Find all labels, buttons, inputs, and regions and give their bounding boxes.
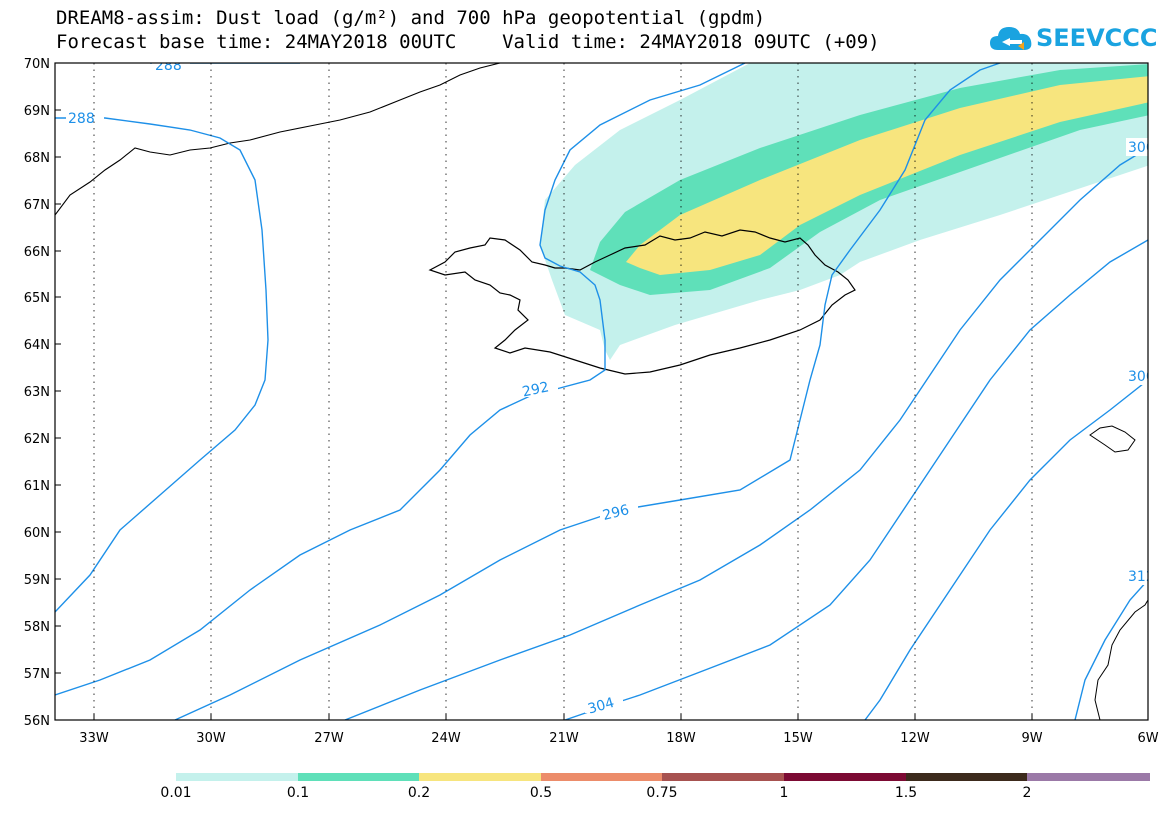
contour-308 [864, 379, 1148, 720]
colorbar-swatch-5 [662, 773, 784, 781]
seevccc-logo: SEEVCCC [988, 18, 1158, 58]
colorbar-label-0.75: 0.75 [646, 785, 678, 801]
lat-label-59n: 59N [24, 573, 50, 588]
lat-label-67n: 67N [24, 198, 50, 213]
contour-296 [174, 63, 1001, 720]
colorbar-swatch-1 [176, 773, 298, 781]
contour-312 [1074, 579, 1148, 720]
lat-label-63n: 63N [24, 385, 50, 400]
greenland-coastline [55, 63, 501, 216]
contour-292 [55, 63, 746, 696]
lon-label-30w: 30W [196, 731, 226, 746]
contour-300 [344, 147, 1148, 720]
iceland-coastline [428, 229, 856, 375]
colorbar-swatch-8 [1027, 773, 1150, 781]
contour-label-304: 304 [586, 695, 616, 718]
lat-label-66n: 66N [24, 245, 50, 260]
faroe-islands [1089, 425, 1136, 453]
contour-label-296: 296 [601, 502, 631, 524]
lat-label-69n: 69N [24, 104, 50, 119]
contour-label-288: 288 [68, 111, 95, 127]
colorbar-label-1.5: 1.5 [894, 785, 918, 801]
colorbar-label-0.1: 0.1 [286, 785, 310, 801]
lat-label-57n: 57N [24, 667, 50, 682]
lat-label-58n: 58N [24, 620, 50, 635]
lat-label-68n: 68N [24, 151, 50, 166]
contour-label-300-edge: 300 [1128, 140, 1155, 156]
colorbar-swatch-7 [906, 773, 1027, 781]
colorbar-swatch-6 [784, 773, 906, 781]
colorbar-label-0.2: 0.2 [407, 785, 431, 801]
lon-label-6w: 6W [1137, 731, 1158, 746]
lat-label-62n: 62N [24, 432, 50, 447]
lat-label-70n: 70N [24, 57, 50, 72]
lon-label-15w: 15W [783, 731, 813, 746]
scotland-coastline [1094, 599, 1148, 720]
lat-label-60n: 60N [24, 526, 50, 541]
colorbar-swatch-3 [419, 773, 541, 781]
colorbar [176, 773, 1150, 781]
logo-text: SEEVCCC [1036, 24, 1158, 52]
lon-label-9w: 9W [1021, 731, 1042, 746]
dust-field-02 [626, 76, 1148, 275]
contour-288b [55, 117, 269, 613]
lon-label-24w: 24W [431, 731, 461, 746]
lat-label-56n: 56N [24, 714, 50, 729]
colorbar-swatch-2 [298, 773, 419, 781]
chart-title-line2: Forecast base time: 24MAY2018 00UTC Vali… [56, 31, 880, 53]
chart-title-line1: DREAM8-assim: Dust load (g/m²) and 700 h… [56, 7, 766, 29]
contour-304 [564, 239, 1148, 720]
lat-label-65n: 65N [24, 291, 50, 306]
lat-label-61n: 61N [24, 479, 50, 494]
contour-label-300b-edge: 300 [1128, 369, 1155, 385]
colorbar-swatch-4 [541, 773, 662, 781]
lon-label-33w: 33W [79, 731, 109, 746]
contour-label-312-edge: 312 [1128, 569, 1155, 585]
colorbar-label-0.5: 0.5 [529, 785, 553, 801]
lat-label-64n: 64N [24, 338, 50, 353]
colorbar-label-1: 1 [779, 785, 789, 801]
lon-label-18w: 18W [666, 731, 696, 746]
colorbar-label-2: 2 [1022, 785, 1032, 801]
lon-label-12w: 12W [900, 731, 930, 746]
lon-label-21w: 21W [549, 731, 579, 746]
lon-label-27w: 27W [314, 731, 344, 746]
cloud-icon [990, 27, 1032, 50]
contour-label-288-top: 288 [155, 58, 182, 74]
contour-label-292: 292 [521, 379, 550, 400]
colorbar-label-0.01: 0.01 [160, 785, 192, 801]
